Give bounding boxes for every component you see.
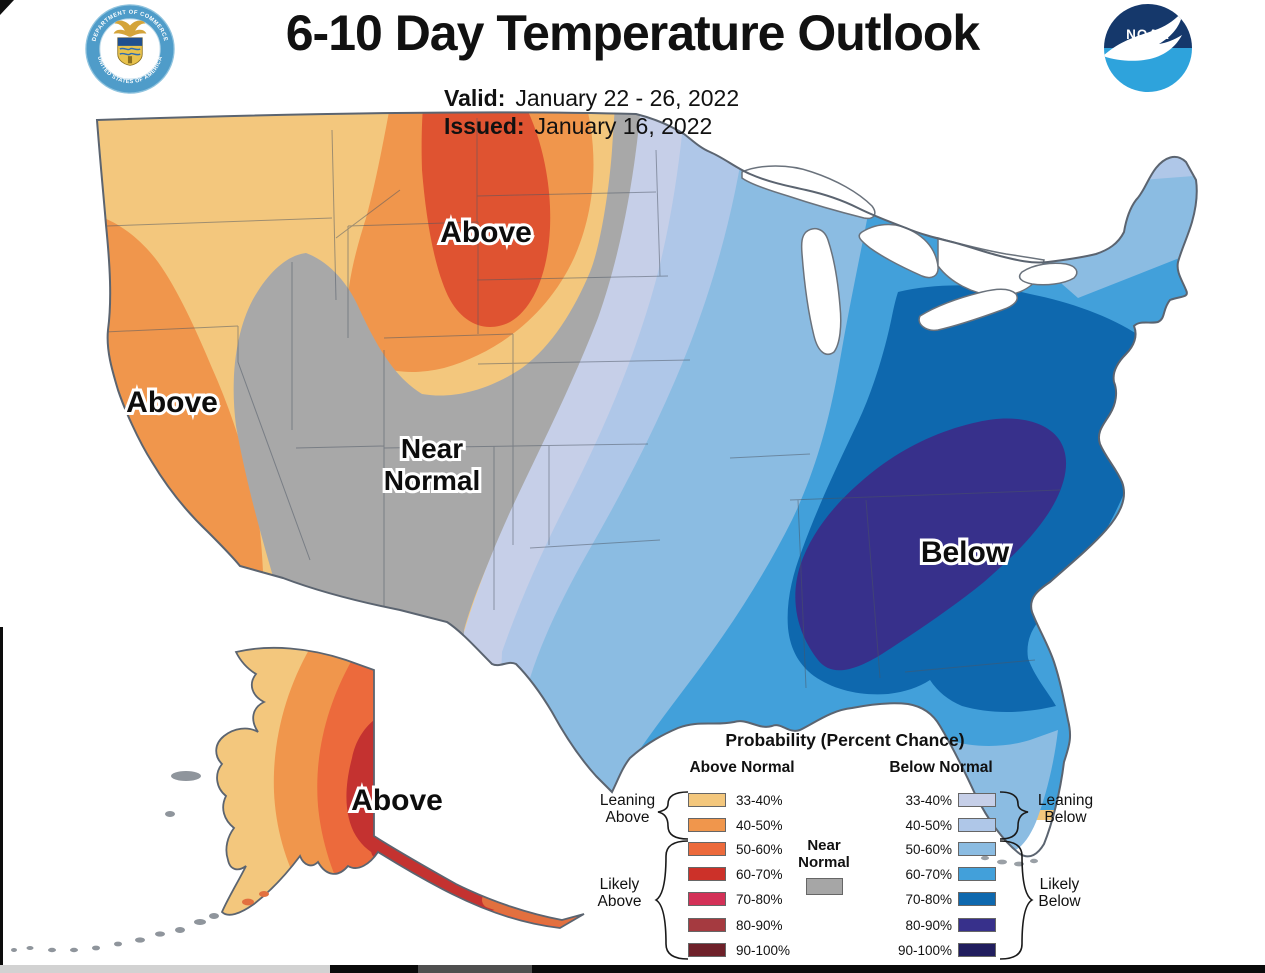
- seal-ring: [86, 5, 174, 93]
- peninsula-islands: [242, 891, 269, 906]
- near-normal-label-1: Near: [807, 837, 841, 854]
- brace-leaning-below: [999, 791, 1029, 840]
- region-maine-40-50: [1116, 112, 1197, 182]
- above-swatch: [688, 892, 726, 906]
- region-maine-33-40: [1156, 112, 1197, 146]
- legend-row: 40-50% 40-50%: [560, 818, 1140, 834]
- aleutian-islands: [11, 771, 219, 953]
- probability-legend: Probability (Percent Chance) Above Norma…: [560, 726, 1140, 973]
- seal-eagle-icon: [113, 20, 147, 37]
- leaning-above-label: Leaning Above: [599, 792, 656, 826]
- below-range-label: 60-70%: [905, 867, 952, 882]
- below-range-label: 50-60%: [905, 842, 952, 857]
- above-swatch: [688, 943, 726, 957]
- above-range-label: 50-60%: [736, 842, 783, 857]
- region-near-normal: [233, 112, 676, 660]
- below-swatch: [958, 867, 996, 881]
- above-range-label: 70-80%: [736, 892, 783, 907]
- label-normal: Normal: [384, 465, 480, 496]
- region-southflorida-50-60: [948, 730, 1058, 853]
- lake-ontario: [1018, 262, 1078, 286]
- leaning-below-label: Leaning Below: [1037, 792, 1094, 826]
- below-swatch: [958, 842, 996, 856]
- below-range-label: 33-40%: [905, 793, 952, 808]
- brace-likely-above: [654, 840, 689, 960]
- legend-row: 80-90% 80-90%: [560, 918, 1140, 934]
- noaa-wordmark: NOAA: [1126, 27, 1170, 42]
- label-above-west: Above: [126, 386, 218, 419]
- above-normal-header: Above Normal: [689, 759, 795, 776]
- conus-outline: [95, 111, 1198, 858]
- valid-line: Valid: January 22 - 26, 2022: [444, 84, 739, 112]
- valid-value: January 22 - 26, 2022: [515, 85, 740, 111]
- legend-row: 33-40% 33-40%: [560, 793, 1140, 809]
- above-range-label: 90-100%: [736, 943, 791, 958]
- legend-title: Probability (Percent Chance): [725, 730, 965, 750]
- below-swatch: [958, 793, 996, 807]
- legend-row: 60-70% 60-70%: [560, 867, 1140, 883]
- label-below-southeast: Below: [921, 536, 1010, 569]
- region-rockies-above-50-60: [421, 112, 551, 327]
- state-borders: [103, 118, 1061, 689]
- region-below-80-90: [795, 418, 1067, 671]
- above-swatch: [688, 818, 726, 832]
- noaa-logo: NOAA: [1104, 4, 1192, 92]
- noaa-seagull-icon: [1104, 11, 1183, 61]
- label-near: Near: [401, 433, 463, 464]
- above-range-label: 60-70%: [736, 867, 783, 882]
- above-swatch: [688, 867, 726, 881]
- below-swatch: [958, 818, 996, 832]
- label-above-rockies: Above: [440, 216, 532, 249]
- likely-below-label: Likely Below: [1038, 876, 1081, 910]
- likely-above-label: Likely Above: [597, 876, 642, 910]
- legend-row: 90-100% 90-100%: [560, 943, 1140, 959]
- below-swatch: [958, 918, 996, 932]
- great-lakes: [741, 165, 1078, 356]
- seal-shield-icon: [117, 37, 143, 66]
- window-bottom-edge: [0, 965, 1265, 973]
- below-range-label: 70-80%: [905, 892, 952, 907]
- above-swatch: [688, 842, 726, 856]
- map-region-labels: Above Above Near Normal Below Above: [123, 213, 1013, 820]
- below-swatch: [958, 943, 996, 957]
- below-normal-header: Below Normal: [889, 759, 993, 776]
- legend-braces: [654, 791, 1034, 960]
- issued-value: January 16, 2022: [534, 113, 713, 139]
- below-range-label: 90-100%: [897, 943, 952, 958]
- lake-erie: [918, 288, 1018, 332]
- above-range-label: 40-50%: [736, 818, 783, 833]
- date-block: Valid: January 22 - 26, 2022 Issued: Janua…: [444, 84, 739, 140]
- legend-row: 70-80% 70-80%: [560, 892, 1140, 908]
- page-title: 6-10 Day Temperature Outlook: [285, 5, 981, 61]
- near-normal-label-2: Normal: [798, 854, 850, 871]
- below-range-label: 80-90%: [905, 918, 952, 933]
- commerce-seal-logo: DEPARTMENT OF COMMERCE UNITED STATES OF …: [85, 4, 175, 94]
- legend-row: 50-60% 50-60%: [560, 842, 1140, 858]
- alaska-above-60-70: [346, 704, 476, 861]
- above-swatch: [688, 918, 726, 932]
- issued-label: Issued:: [444, 113, 525, 139]
- region-west-above-40-50: [97, 215, 263, 576]
- brace-likely-below: [999, 840, 1034, 960]
- valid-label: Valid:: [444, 85, 506, 111]
- brace-leaning-above: [657, 791, 689, 840]
- label-above-alaska: Above: [351, 784, 443, 817]
- below-range-label: 40-50%: [905, 818, 952, 833]
- below-swatch: [958, 892, 996, 906]
- window-corner-mark: [0, 0, 14, 15]
- above-range-label: 80-90%: [736, 918, 783, 933]
- alaska-outline: [215, 646, 585, 929]
- lake-michigan: [800, 227, 842, 356]
- issued-line: Issued: January 16, 2022: [444, 112, 739, 140]
- window-left-edge: [0, 627, 3, 973]
- above-swatch: [688, 793, 726, 807]
- above-range-label: 33-40%: [736, 793, 783, 808]
- near-normal-swatch: [806, 878, 843, 895]
